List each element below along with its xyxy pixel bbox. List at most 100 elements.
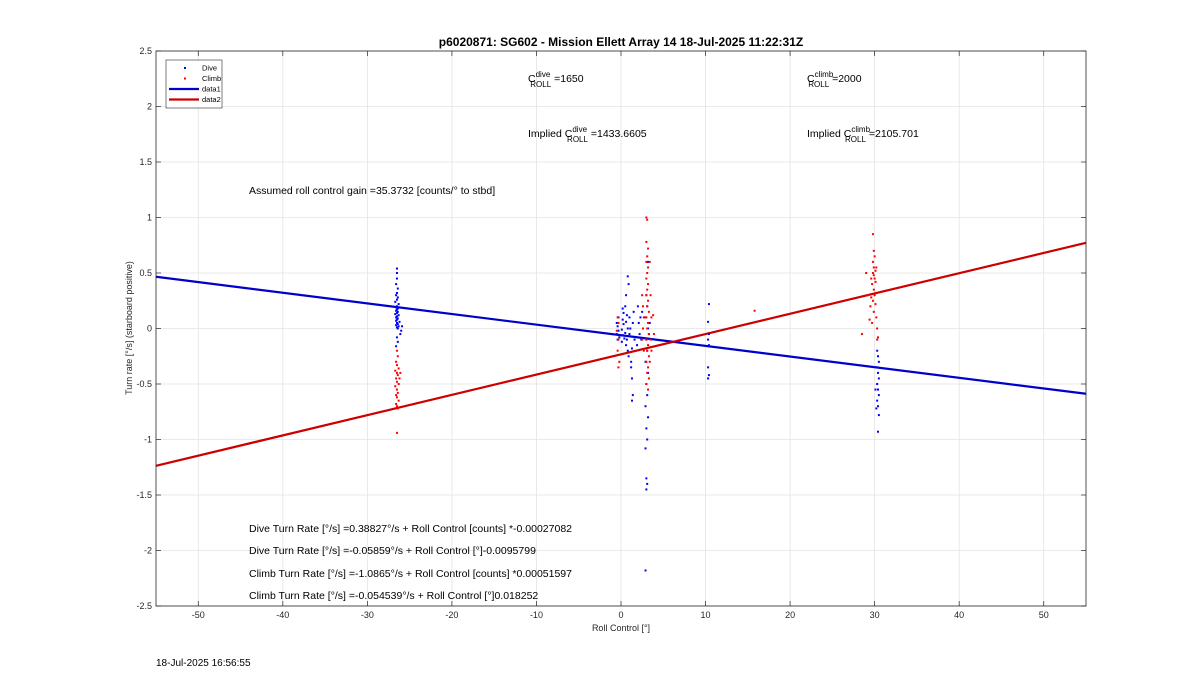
dive-point	[631, 321, 634, 324]
dive-point	[876, 399, 879, 402]
dive-point	[624, 305, 627, 308]
fit-line-data1	[155, 275, 1087, 395]
dive-point	[617, 329, 620, 332]
dive-point	[395, 324, 398, 327]
climb-point	[647, 266, 650, 269]
footer-timestamp: 18-Jul-2025 16:56:55	[156, 658, 251, 669]
chart-title: p6020871: SG602 - Mission Ellett Array 1…	[439, 35, 803, 49]
dive-point	[396, 310, 399, 313]
climb-point	[866, 294, 869, 297]
climb-point	[397, 383, 400, 385]
climb-point	[872, 274, 875, 277]
climb-point	[397, 367, 400, 370]
x-tick-label: -50	[192, 610, 205, 620]
dive-point	[876, 383, 879, 385]
climb-point	[647, 366, 650, 369]
climb-point	[395, 402, 398, 405]
implied-climb-annotation: Implied Cclimb ROLL =2105.701	[807, 125, 919, 144]
x-tick-label: 50	[1039, 610, 1049, 620]
climb-point	[645, 360, 648, 363]
climb-point	[395, 394, 398, 397]
dive-point	[395, 306, 398, 309]
climb-point	[395, 360, 398, 363]
dive-point	[707, 344, 710, 347]
y-tick-label: -1.5	[136, 490, 152, 500]
dive-point	[877, 377, 880, 380]
climb-point	[395, 349, 398, 352]
climb-point	[865, 272, 868, 274]
climb-point	[860, 333, 863, 336]
x-tick-label: 0	[618, 610, 623, 620]
climb-point	[397, 399, 400, 402]
dive-point	[647, 260, 650, 263]
climb-point	[875, 316, 878, 319]
y-tick-label: 1.5	[139, 157, 152, 167]
climb-point	[649, 338, 652, 341]
climb-point	[396, 407, 399, 410]
dive-point	[645, 477, 648, 480]
climb-point	[646, 327, 649, 330]
x-tick-label: -10	[530, 610, 543, 620]
climb-point	[645, 316, 648, 319]
climb-point	[873, 255, 876, 258]
climb-point	[877, 336, 880, 339]
dive-point	[396, 296, 399, 299]
dive-point	[400, 329, 403, 332]
climb-point	[875, 266, 878, 269]
dive-point	[647, 416, 650, 419]
climb-point	[873, 277, 876, 280]
dive-point	[618, 336, 621, 339]
dive-point	[875, 407, 878, 410]
dive-point	[638, 333, 641, 336]
y-tick-label: -0.5	[136, 379, 152, 389]
x-tick-label: -40	[276, 610, 289, 620]
dive-point	[639, 316, 642, 319]
climb-point	[615, 329, 618, 332]
dive-point	[625, 344, 628, 347]
dive-point	[620, 340, 623, 343]
dive-point	[399, 333, 402, 336]
climb-point	[641, 294, 644, 297]
climb-point	[647, 355, 650, 358]
legend-label: Dive	[202, 64, 217, 73]
climb-point	[616, 349, 619, 352]
climb-point	[872, 288, 875, 291]
climb-point	[395, 431, 398, 434]
climb-point	[645, 260, 648, 263]
y-tick-label: 2	[147, 102, 152, 112]
axis-ticks: -50 -40 -30 -20 -10 0 10 20 30 40 50-2.5-2-1.5-1-0…	[136, 46, 1086, 620]
climb-point	[650, 349, 653, 352]
dive-point	[707, 333, 710, 336]
dive-point	[620, 328, 623, 331]
climb-point	[396, 374, 399, 377]
dive-point	[628, 316, 631, 319]
climb-point	[395, 388, 398, 391]
climb-point	[394, 369, 397, 372]
dive-point	[395, 305, 398, 308]
climb-degrees-equation: Climb Turn Rate [°/s] =-0.054539°/s + Ro…	[249, 590, 538, 602]
climb-point	[645, 277, 648, 280]
dive-point	[646, 438, 649, 441]
legend-marker-climb	[184, 77, 186, 80]
legend-label: data1	[202, 85, 221, 94]
dive-point	[621, 307, 624, 310]
dive-point	[397, 303, 400, 306]
climb-point	[617, 366, 620, 369]
climb-point	[871, 321, 874, 324]
dive-point	[395, 272, 398, 274]
dive-point	[877, 388, 880, 391]
climb-point	[616, 316, 619, 319]
dive-point	[622, 323, 625, 326]
climb-point	[649, 294, 652, 297]
y-tick-label: 2.5	[139, 46, 152, 56]
scatter-points	[394, 216, 880, 572]
dive-degrees-equation: Dive Turn Rate [°/s] =-0.05859°/s + Roll…	[249, 545, 536, 557]
dive-point	[615, 321, 618, 324]
climb-point	[398, 377, 401, 380]
fit-line-data2	[155, 241, 1087, 467]
climb-point	[871, 272, 874, 274]
dive-point	[395, 298, 398, 301]
climb-point	[652, 314, 655, 317]
climb-point	[646, 305, 649, 308]
